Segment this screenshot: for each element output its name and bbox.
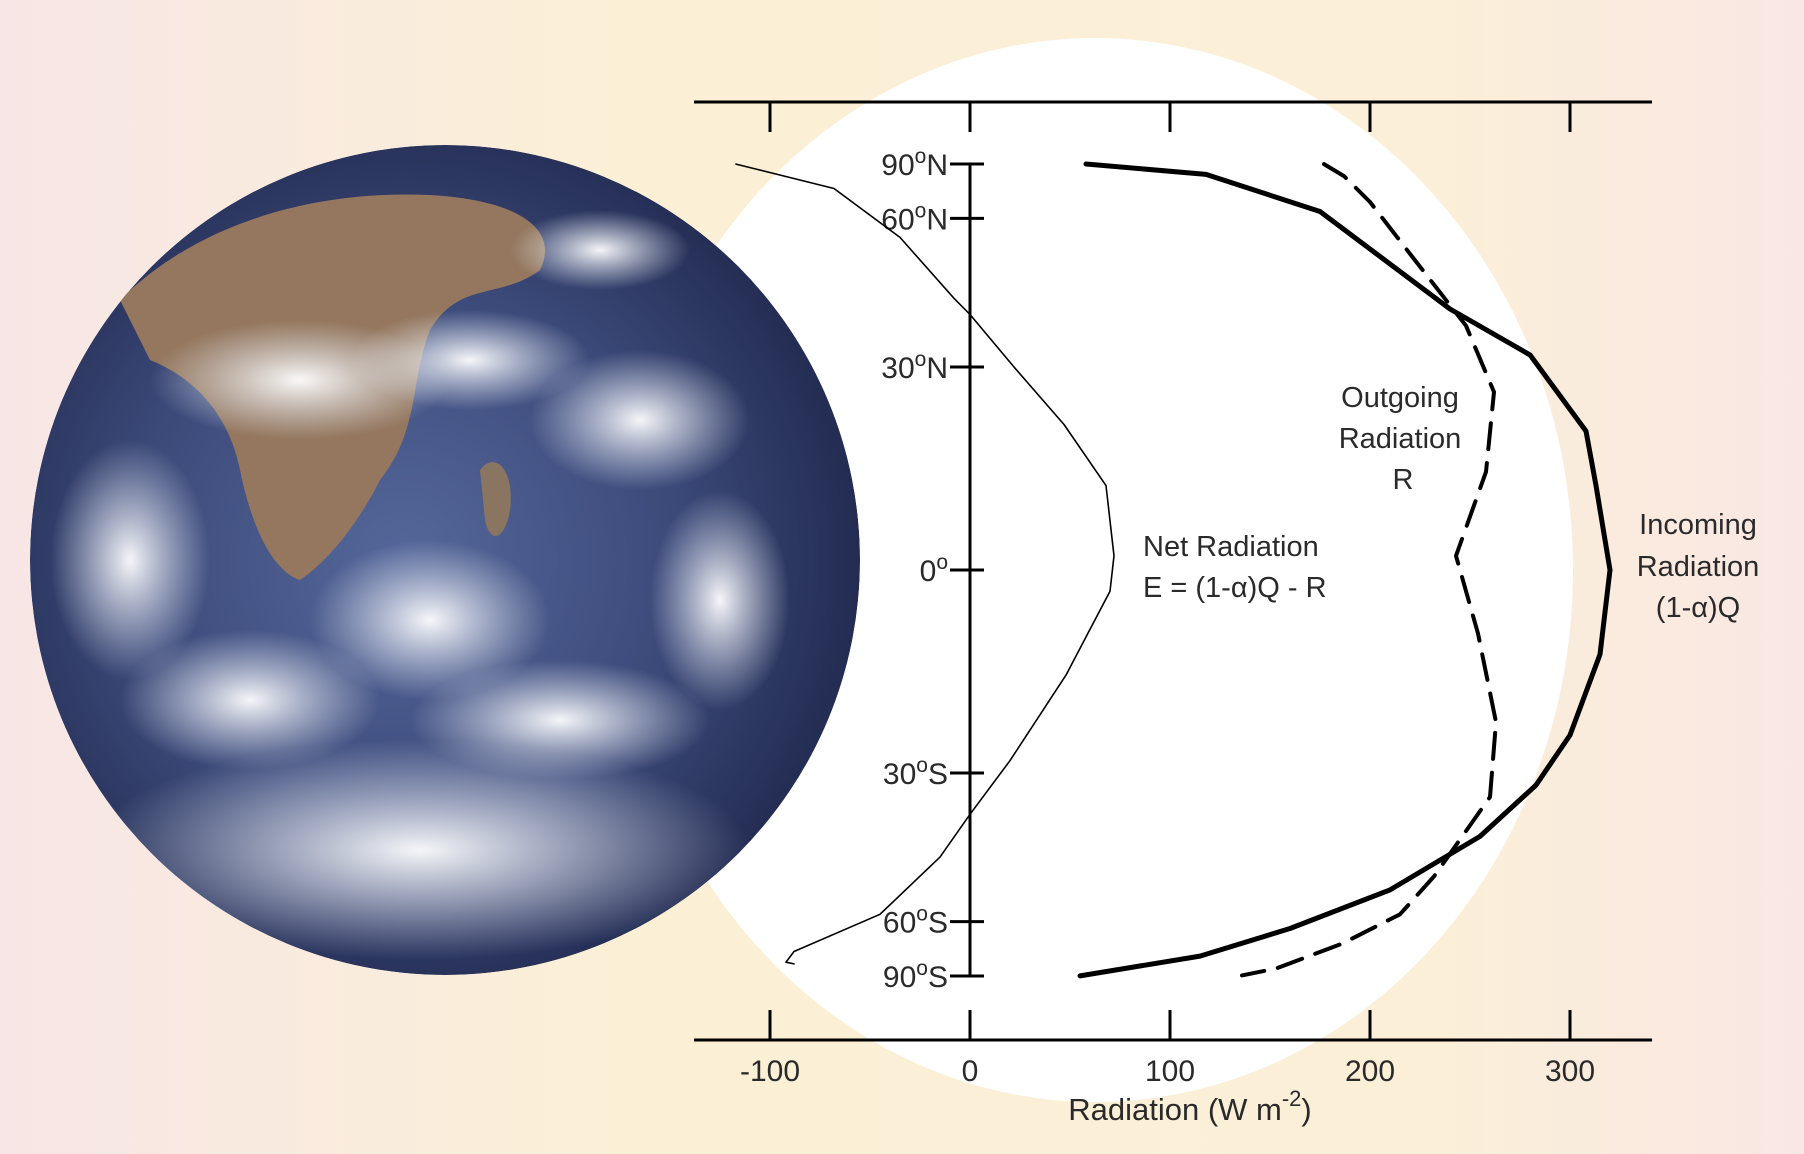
lat-tick-label-num-5: 60 [883,907,916,940]
x-axis-title-close: ) [1301,1092,1311,1127]
bottom-axis-ticks [768,1010,1572,1040]
lat-tick-label-hem-0: N [926,149,948,182]
lat-tick-label-num-4: 30 [883,758,916,791]
lat-tick-label-0: 90oN [881,145,948,182]
net-radiation-line [735,163,1115,965]
lat-tick-label-2: 30oN [881,348,948,385]
lat-tick-label-deg-3: o [936,551,948,574]
lat-tick-label-deg-4: o [916,754,928,777]
outgoing-label-line-2: Radiation [1339,423,1462,455]
outgoing-label-line-3: R [1393,464,1414,496]
incoming-label-line-2: Radiation [1637,551,1760,583]
lat-tick-label-num-0: 90 [881,149,914,182]
lat-tick-label-deg-1: o [915,199,927,222]
outgoing-radiation-line [1240,162,1498,978]
lat-tick-label-num-1: 60 [881,203,914,236]
lat-tick-label-num-6: 90 [883,961,916,994]
x-tick-labels: -100 0 100 200 300 [740,1055,1595,1088]
lat-tick-label-hem-6: S [928,961,948,994]
net-label-line-1: Net Radiation [1143,531,1319,563]
white-halo [617,38,1573,1102]
x-axis-title-text: Radiation (W m [1068,1092,1282,1127]
top-axis-ticks [768,102,1572,132]
series-layer [735,161,1613,979]
lat-tick-label-deg-0: o [915,145,927,168]
lat-tick-label-hem-5: S [928,907,948,940]
x-tick-label-3: 200 [1345,1055,1395,1088]
x-tick-label-2: 100 [1145,1055,1195,1088]
lat-tick-label-num-2: 30 [881,352,914,385]
lat-tick-label-hem-1: N [926,203,948,236]
x-tick-label-0: -100 [740,1055,800,1088]
lat-tick-label-hem-4: S [928,758,948,791]
outgoing-label-line-1: Outgoing [1341,382,1459,414]
earth-image [30,145,860,975]
lat-tick-label-deg-5: o [916,903,928,926]
lat-tick-label-1: 60oN [881,199,948,236]
lat-tick-label-3: 0o [920,551,948,588]
lat-tick-label-6: 90oS [883,957,948,994]
lat-tick-label-num-3: 0 [920,555,937,588]
x-tick-label-1: 0 [962,1055,979,1088]
lat-tick-label-deg-2: o [915,348,927,371]
x-axis-title: Radiation (W m-2) [1068,1086,1312,1127]
incoming-label-line-3: (1-α)Q [1656,592,1740,624]
lat-tick-label-deg-6: o [916,957,928,980]
net-label-line-2: E = (1-α)Q - R [1143,572,1327,604]
lat-tick-label-hem-2: N [926,352,948,385]
incoming-radiation-line [1077,161,1613,979]
incoming-label-line-1: Incoming [1639,509,1757,541]
lat-tick-label-4: 30oS [883,754,948,791]
x-axis-title-exponent: -2 [1282,1086,1302,1111]
x-tick-label-4: 300 [1545,1055,1595,1088]
lat-tick-label-5: 60oS [883,903,948,940]
